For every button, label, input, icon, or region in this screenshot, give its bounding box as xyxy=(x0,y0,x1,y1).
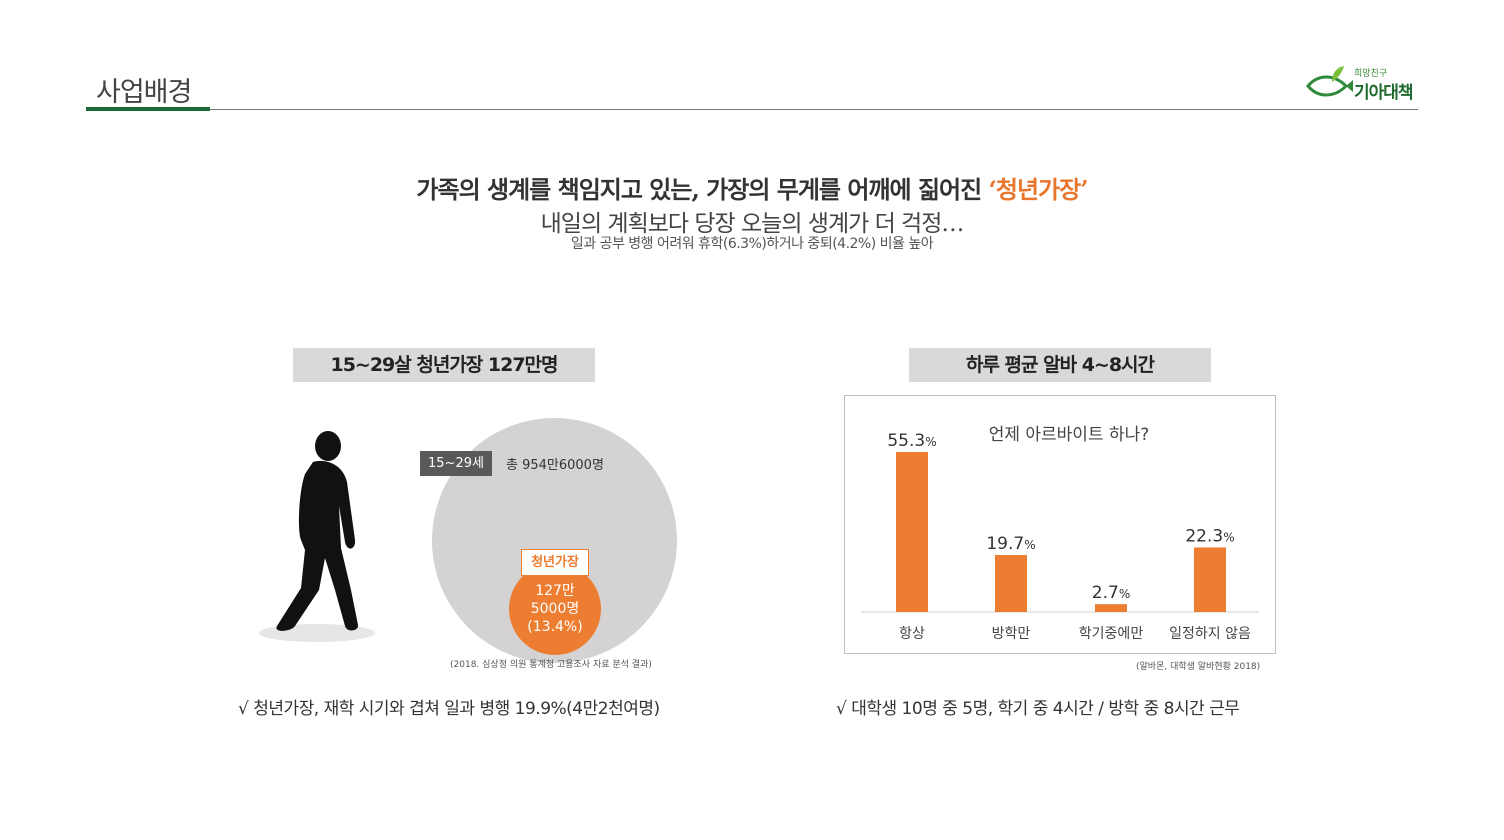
headline-main: 가족의 생계를 책임지고 있는, 가장의 무게를 어깨에 짊어진 ‘청년가장’ xyxy=(0,170,1504,205)
chart-title: 언제 아르바이트 하나? xyxy=(989,425,1150,445)
breadwinner-count-line2: 5000명 xyxy=(530,601,580,617)
bar-4 xyxy=(1194,547,1226,612)
headline-highlight: ‘청년가장’ xyxy=(988,175,1089,204)
headline-detail: 일과 공부 병행 어려워 휴학(6.3%)하거나 중퇴(4.2%) 비율 높아 xyxy=(570,236,934,252)
headline-prefix: 가족의 생계를 책임지고 있는, 가장의 무게를 어깨에 짊어진 xyxy=(416,175,989,204)
category-label-3: 학기중에만 xyxy=(1079,626,1144,642)
logo-tagline: 희망친구 xyxy=(1354,69,1388,79)
total-population: 총 954만6000명 xyxy=(506,458,604,473)
walking-man-silhouette-icon xyxy=(259,431,375,642)
breadwinner-badge: 청년가장 xyxy=(521,549,589,576)
bar-value-label-1: 55.3% xyxy=(887,431,936,451)
bar-value-label-4: 22.3% xyxy=(1185,526,1234,546)
parttime-chart: 언제 아르바이트 하나? 55.3% 항상 19.7% 방학만 2.7% 학기중에만 22.… xyxy=(844,395,1276,654)
bar-1 xyxy=(896,451,928,612)
bar-value-label-2: 19.7% xyxy=(986,534,1035,554)
category-label-1: 항상 xyxy=(899,626,925,642)
age-range-badge: 15~29세 xyxy=(420,451,492,476)
title-accent-bar xyxy=(86,107,210,111)
headline-sub: 내일의 계획보다 당장 오늘의 생계가 더 걱정… xyxy=(540,211,965,237)
left-bullet-note: √ 청년가장, 재학 시기와 겹쳐 일과 병행 19.9%(4만2천여명) xyxy=(238,699,660,719)
bar-3 xyxy=(1095,604,1127,612)
right-source-note: (알바몬, 대학생 알바현황 2018) xyxy=(1136,662,1261,672)
page-title: 사업배경 xyxy=(96,77,192,108)
title-divider xyxy=(86,109,1418,110)
bar-chart-svg: 언제 아르바이트 하나? 55.3% 항상 19.7% 방학만 2.7% 학기중에만 22.… xyxy=(861,425,1259,642)
right-section-label: 하루 평균 알바 4~8시간 xyxy=(909,348,1211,382)
category-label-4: 일정하지 않음 xyxy=(1169,626,1251,642)
left-source-note: (2018. 심상정 의원 통계청 고용조사 자료 분석 결과) xyxy=(450,660,652,670)
fish-leaf-logo-icon xyxy=(1306,66,1353,97)
bar-value-label-3: 2.7% xyxy=(1092,583,1130,603)
category-label-2: 방학만 xyxy=(992,626,1031,642)
right-bullet-note: √ 대학생 10명 중 5명, 학기 중 4시간 / 방학 중 8시간 근무 xyxy=(836,699,1240,719)
brand-logo[interactable]: 희망친구 기아대책 xyxy=(1304,62,1422,103)
logo-name: 기아대책 xyxy=(1354,83,1414,103)
bar-2 xyxy=(995,554,1027,612)
breadwinner-percent: (13.4%) xyxy=(527,619,583,635)
left-section-label: 15~29살 청년가장 127만명 xyxy=(293,348,595,382)
young-breadwinner-circle: 127만 5000명 (13.4%) xyxy=(509,563,601,655)
breadwinner-count-line1: 127만 xyxy=(535,583,575,599)
